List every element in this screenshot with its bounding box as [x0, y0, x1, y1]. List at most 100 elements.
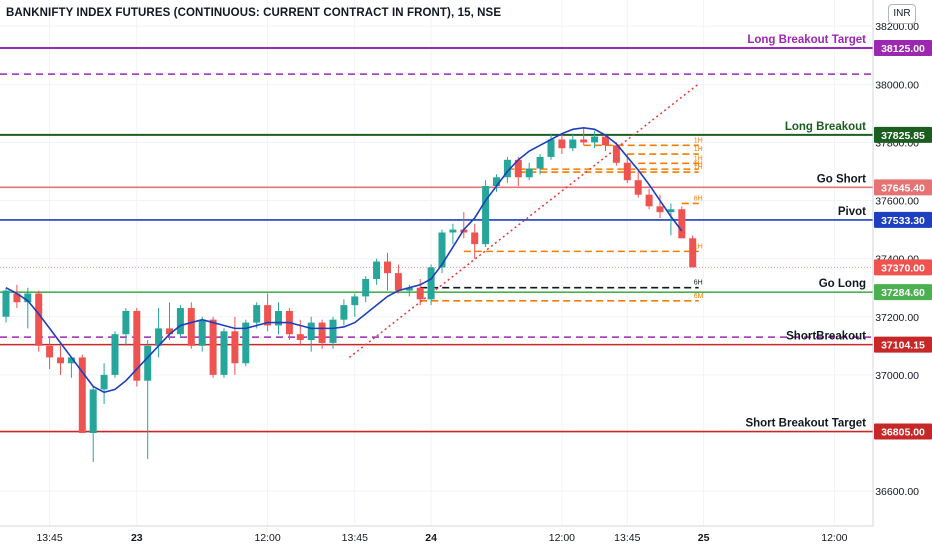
- candle: [427, 264, 435, 306]
- candle: [176, 305, 184, 338]
- candle-body: [645, 194, 653, 207]
- candle-body: [525, 168, 533, 178]
- candle: [155, 308, 163, 358]
- price-tick-label: 37600.00: [875, 196, 919, 208]
- candle: [242, 319, 250, 367]
- candle-body: [133, 310, 141, 381]
- candle-body: [405, 287, 413, 291]
- price-badge-text: 36805.00: [881, 427, 925, 439]
- currency-button[interactable]: INR: [888, 4, 916, 24]
- candle: [514, 156, 522, 186]
- candle-body: [514, 159, 522, 178]
- candle-body: [416, 287, 424, 300]
- candle: [46, 337, 54, 370]
- trendline-dotted[interactable]: [348, 83, 699, 359]
- price-tick-label: 38000.00: [875, 79, 919, 91]
- candle-body: [623, 162, 631, 181]
- price-badge: 37284.60: [874, 284, 932, 301]
- candle: [57, 345, 64, 375]
- candle-body: [634, 180, 642, 195]
- candle-body: [296, 334, 304, 341]
- price-badge-bg: [874, 284, 932, 301]
- go-long-label: Go Long: [819, 278, 866, 290]
- candle-body: [612, 145, 620, 163]
- grid: [0, 0, 873, 526]
- candle-body: [678, 209, 686, 239]
- price-badge: 37825.85: [874, 126, 932, 143]
- price-badge: 37370.00: [874, 259, 932, 276]
- candle: [503, 156, 511, 184]
- candle: [634, 171, 642, 198]
- candle: [362, 276, 370, 303]
- candle-body: [166, 328, 173, 335]
- candle: [373, 258, 381, 285]
- candle: [351, 293, 359, 317]
- candle: [591, 130, 599, 149]
- candle-body: [100, 374, 108, 390]
- timeframe-label: 1H: [694, 137, 703, 144]
- time-tick-label: 25: [698, 532, 710, 544]
- candle: [253, 302, 261, 329]
- timeframe-label: 1H: [694, 155, 703, 162]
- trendline[interactable]: [348, 83, 699, 359]
- candle-body: [78, 357, 86, 434]
- candle: [89, 386, 97, 463]
- timeframe-label: 6H: [694, 195, 703, 202]
- level-labels: Long Breakout Target Long Breakout Go Shor…: [745, 34, 866, 430]
- candle: [122, 308, 130, 346]
- candle-body: [187, 308, 195, 346]
- candle-body: [536, 156, 544, 169]
- candle-body: [46, 345, 54, 358]
- candle: [67, 357, 75, 378]
- candle: [405, 284, 413, 297]
- candle-body: [122, 310, 130, 335]
- candle-body: [67, 357, 75, 364]
- candle: [384, 252, 391, 291]
- price-axis[interactable]: 38200.0038000.0037800.0037600.0037400.00…: [872, 0, 932, 550]
- candle-body: [667, 209, 675, 213]
- price-tick-label: 37200.00: [875, 312, 919, 324]
- candle: [187, 302, 195, 349]
- candle: [482, 180, 490, 248]
- timeframe-label: 6M: [694, 293, 704, 300]
- candle-body: [394, 273, 402, 291]
- time-tick-label: 23: [131, 532, 143, 544]
- candle: [35, 290, 43, 352]
- time-tick-label: 13:45: [36, 532, 62, 544]
- candle: [623, 154, 631, 184]
- candle: [536, 154, 544, 175]
- time-tick-label: 13:45: [342, 532, 368, 544]
- short-breakout-target-label: Short Breakout Target: [745, 418, 866, 430]
- moving-average: [5, 127, 683, 394]
- candle-body: [144, 345, 152, 381]
- price-badge-bg: [874, 423, 932, 440]
- timeframe-label: 1H: [694, 146, 703, 153]
- candle: [612, 142, 620, 166]
- candle-body: [24, 293, 32, 303]
- candle: [220, 328, 228, 378]
- candle: [471, 223, 479, 259]
- short-breakout-label: ShortBreakout: [786, 331, 866, 343]
- price-badge-bg: [874, 179, 932, 196]
- candle: [656, 194, 664, 218]
- time-tick-label: 24: [425, 532, 437, 544]
- time-axis[interactable]: 13:45 23 12:00 13:45 24 12:00 13:45 25 12:00: [0, 525, 873, 544]
- candle: [602, 133, 609, 152]
- candle-body: [503, 159, 511, 178]
- long-breakout-label: Long Breakout: [785, 121, 866, 133]
- price-badge-bg: [874, 211, 932, 228]
- candle: [2, 287, 10, 323]
- candle: [525, 162, 533, 181]
- price-badge-bg: [874, 259, 932, 276]
- timeframe-label: 1H: [694, 243, 703, 250]
- candle: [449, 223, 457, 245]
- candle-body: [580, 139, 588, 143]
- candle-body: [275, 310, 282, 326]
- candle: [329, 316, 337, 349]
- timeframe-label: 6H: [694, 280, 703, 287]
- candle-body: [2, 290, 10, 317]
- time-tick-label: 12:00: [821, 532, 847, 544]
